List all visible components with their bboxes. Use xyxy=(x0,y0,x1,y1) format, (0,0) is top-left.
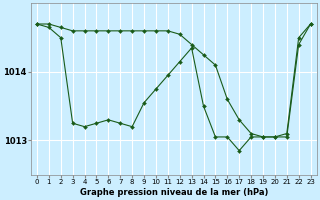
X-axis label: Graphe pression niveau de la mer (hPa): Graphe pression niveau de la mer (hPa) xyxy=(80,188,268,197)
